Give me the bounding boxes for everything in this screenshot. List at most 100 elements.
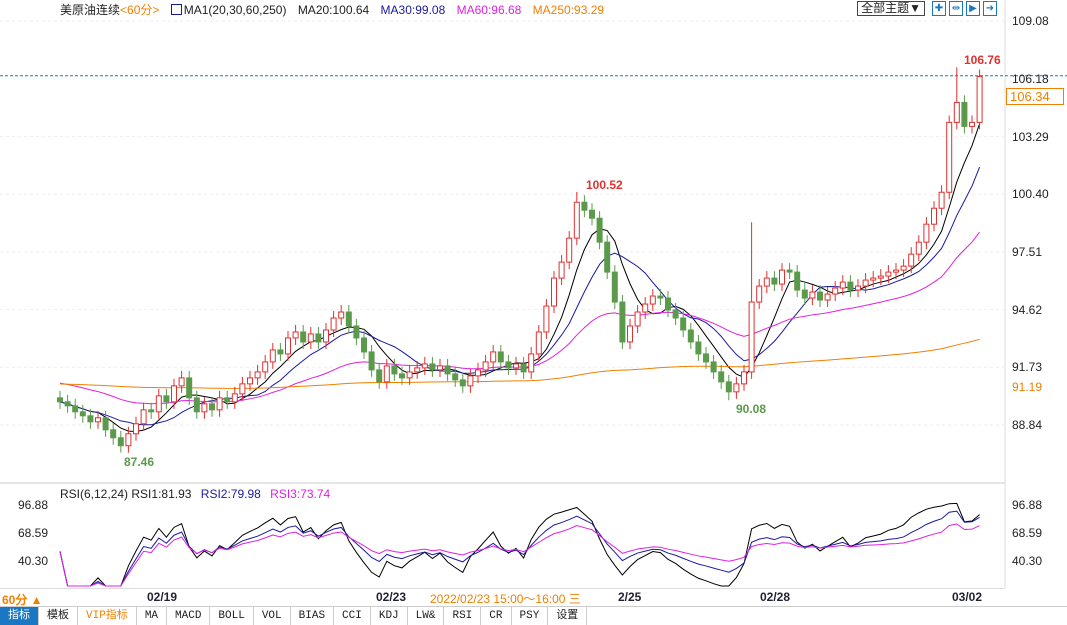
tab-14[interactable]: 设置: [548, 607, 588, 625]
candle-body: [619, 301, 626, 343]
candle-body: [969, 121, 975, 127]
candle-body: [817, 291, 823, 301]
candle-body: [855, 285, 861, 291]
tab-8[interactable]: CCI: [334, 607, 371, 625]
candle-body: [64, 401, 71, 407]
candle-body: [573, 201, 580, 239]
candle-body: [611, 271, 618, 303]
candle-body: [193, 397, 200, 413]
rsi-axis-high: 96.88: [1012, 498, 1043, 512]
play-icon[interactable]: ▶: [966, 1, 980, 16]
candle-body: [186, 377, 193, 399]
tab-5[interactable]: BOLL: [210, 607, 254, 625]
exit-icon[interactable]: ➜: [983, 1, 997, 16]
candle-body: [262, 361, 269, 373]
candle-body: [809, 291, 816, 299]
candle-body: [976, 75, 983, 123]
candle-body: [642, 303, 649, 313]
rsi-axis-left-mid: 68.59: [18, 526, 49, 540]
candle-body: [763, 277, 770, 287]
candle-body: [779, 269, 785, 285]
candle-body: [847, 281, 854, 291]
candle-body: [57, 397, 63, 403]
period-button[interactable]: 60分 ▲: [2, 593, 43, 607]
candle-body: [376, 369, 383, 383]
candle-body: [885, 271, 892, 277]
tab-11[interactable]: RSI: [444, 607, 482, 625]
candle-body: [589, 209, 595, 219]
candle-body: [79, 411, 86, 417]
candle-body: [300, 331, 307, 343]
time-axis: 60分 ▲ 02/19 02/23 2022/02/23 15:00～16:00…: [0, 588, 1005, 607]
candle-body: [338, 311, 345, 319]
candle-body: [794, 271, 801, 291]
candle-body: [900, 265, 907, 271]
candle-body: [657, 295, 664, 299]
candle-body: [748, 301, 755, 373]
tab-13[interactable]: PSY: [512, 607, 549, 625]
tab-0[interactable]: 指标: [0, 607, 39, 625]
current-price-tag: 106.34: [1006, 88, 1064, 105]
candle-body: [254, 371, 261, 379]
zoom-range-icon[interactable]: ⇹: [949, 1, 963, 16]
ma-indicator-name: MA1(20,30,60,250): [183, 3, 287, 17]
candle-body: [269, 349, 276, 363]
candle-body: [421, 363, 428, 369]
ma-line-2: [59, 231, 980, 405]
candle-body: [391, 365, 398, 375]
candle-body: [946, 121, 953, 193]
candle-body: [649, 295, 656, 305]
candle-body: [961, 101, 968, 127]
candle-body: [756, 285, 763, 303]
candle-body: [95, 417, 101, 423]
indicator-tabs: 指标 模板 VIP指标 MA MACD BOLL VOL BIAS CCI KDJ LW& RSI CR…: [0, 606, 1067, 625]
cursor-time: 2022/02/23 15:00～16:00 三: [430, 592, 581, 606]
tab-3[interactable]: MA: [137, 607, 168, 625]
period-label: <60分>: [120, 3, 160, 17]
theme-dropdown[interactable]: 全部主题▼: [857, 1, 925, 16]
candle-body: [551, 277, 557, 307]
candle-body: [710, 361, 717, 373]
tab-9[interactable]: KDJ: [371, 607, 408, 625]
tab-2[interactable]: VIP指标: [78, 607, 137, 625]
time-label: 02/23: [376, 590, 407, 604]
tab-12[interactable]: CR: [481, 607, 512, 625]
candle-body: [824, 293, 831, 301]
candle-body: [330, 317, 337, 331]
candle-body: [117, 437, 124, 447]
rsi-line-3: [59, 523, 980, 587]
candle-body: [528, 353, 535, 373]
candle-body: [399, 373, 405, 379]
candle-body: [543, 305, 550, 333]
candle-body: [178, 377, 185, 387]
tab-10[interactable]: LW&: [408, 607, 445, 625]
candle-body: [201, 403, 208, 413]
candle-body: [725, 381, 732, 393]
tab-1[interactable]: 模板: [39, 607, 78, 625]
tab-4[interactable]: MACD: [167, 607, 211, 625]
candle-body: [703, 353, 709, 363]
candle-body: [163, 395, 170, 403]
rsi-axis-mid: 68.59: [1012, 526, 1043, 540]
candle-body: [277, 349, 284, 355]
candle-body: [285, 337, 291, 355]
low-marker: 87.46: [124, 455, 155, 469]
price-axis-label: 103.29: [1012, 129, 1049, 144]
ma-indicator-icon[interactable]: [170, 4, 182, 15]
candle-body: [566, 237, 573, 263]
price-chart[interactable]: [0, 0, 1067, 588]
trough-marker: 90.08: [736, 402, 767, 416]
candle-body: [680, 317, 687, 331]
tab-6[interactable]: VOL: [254, 607, 291, 625]
candle-body: [239, 383, 246, 395]
crosshair-icon[interactable]: ✚: [932, 1, 946, 16]
candle-body: [437, 365, 443, 371]
candle-body: [102, 417, 109, 431]
ma-line-1: [59, 166, 981, 426]
candle-body: [604, 241, 611, 273]
candle-body: [877, 275, 884, 279]
tab-7[interactable]: BIAS: [291, 607, 335, 625]
price-axis-label: 88.84: [1012, 417, 1043, 432]
candle-body: [915, 241, 922, 255]
candle-body: [665, 297, 671, 311]
